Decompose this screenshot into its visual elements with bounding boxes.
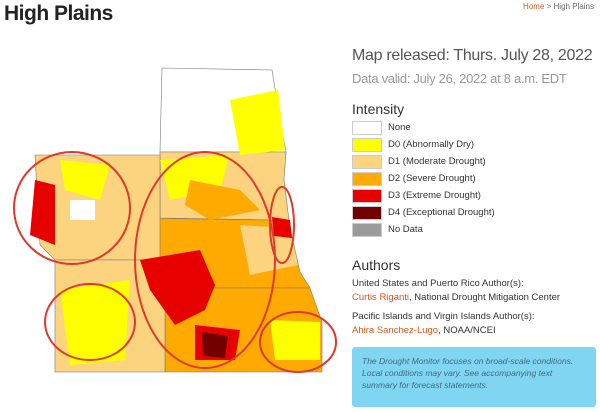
legend-item: D1 (Moderate Drought): [352, 153, 495, 170]
legend-item: D3 (Extreme Drought): [352, 187, 495, 204]
legend-item: D2 (Severe Drought): [352, 170, 495, 187]
author-org: , National Drought Mitigation Center: [409, 292, 561, 303]
legend-item: D0 (Abnormally Dry): [352, 136, 495, 153]
d0-area: [230, 90, 285, 155]
highlight-circle: [269, 186, 295, 264]
data-valid: Data valid: July 26, 2022 at 8 a.m. EDT: [352, 71, 567, 86]
author-link[interactable]: Curtis Riganti: [352, 292, 410, 303]
d3-area: [140, 250, 215, 325]
highlight-circle: [134, 151, 276, 369]
page-title: High Plains: [4, 2, 113, 25]
d3-area: [30, 180, 55, 245]
legend-label: D0 (Abnormally Dry): [388, 139, 475, 150]
author-line: Ahira Sanchez-Lugo, NOAA/NCEI: [352, 325, 496, 336]
legend-item: D4 (Exceptional Drought): [352, 204, 495, 221]
d0-area: [270, 320, 320, 360]
d0-area: [60, 280, 130, 365]
legend-title: Intensity: [352, 101, 405, 117]
author-heading: United States and Puerto Rico Author(s):: [352, 278, 524, 289]
breadcrumb-separator: >: [546, 2, 552, 11]
d3-area: [272, 217, 292, 238]
author-line: Curtis Riganti, National Drought Mitigat…: [352, 292, 560, 303]
none-area: [70, 200, 95, 220]
highlight-circle: [44, 283, 136, 361]
legend-label: D1 (Moderate Drought): [388, 156, 486, 167]
legend: None D0 (Abnormally Dry) D1 (Moderate Drou…: [352, 119, 495, 238]
highlight-circle: [13, 151, 131, 265]
map-released: Map released: Thurs. July 28, 2022: [352, 47, 593, 64]
legend-swatch: [352, 154, 382, 169]
drought-map: [13, 67, 337, 373]
legend-label: D2 (Severe Drought): [388, 173, 476, 184]
drought-areas: [30, 90, 320, 365]
legend-swatch: [352, 188, 382, 203]
legend-label: None: [388, 122, 411, 133]
authors-title: Authors: [352, 257, 401, 273]
highlight-circles: [13, 151, 337, 373]
legend-item: No Data: [352, 221, 495, 238]
author-org: , NOAA/NCEI: [438, 325, 496, 336]
legend-swatch: [352, 120, 382, 135]
author-heading: Pacific Islands and Virgin Islands Autho…: [352, 311, 535, 322]
breadcrumb-home[interactable]: Home: [523, 2, 545, 11]
breadcrumb: Home > High Plains: [523, 2, 594, 11]
note-box: The Drought Monitor focuses on broad-sca…: [352, 347, 596, 407]
legend-swatch: [352, 137, 382, 152]
author-link[interactable]: Ahira Sanchez-Lugo: [352, 325, 439, 336]
legend-swatch: [352, 171, 382, 186]
legend-item: None: [352, 119, 495, 136]
legend-label: D4 (Exceptional Drought): [388, 207, 495, 218]
breadcrumb-current: High Plains: [553, 2, 594, 11]
legend-label: No Data: [388, 224, 423, 235]
d2-area: [185, 180, 260, 220]
highlight-circle: [259, 311, 337, 373]
legend-label: D3 (Extreme Drought): [388, 190, 481, 201]
legend-swatch: [352, 222, 382, 237]
d4-area: [202, 332, 228, 358]
legend-swatch: [352, 205, 382, 220]
d0-area: [60, 160, 110, 200]
